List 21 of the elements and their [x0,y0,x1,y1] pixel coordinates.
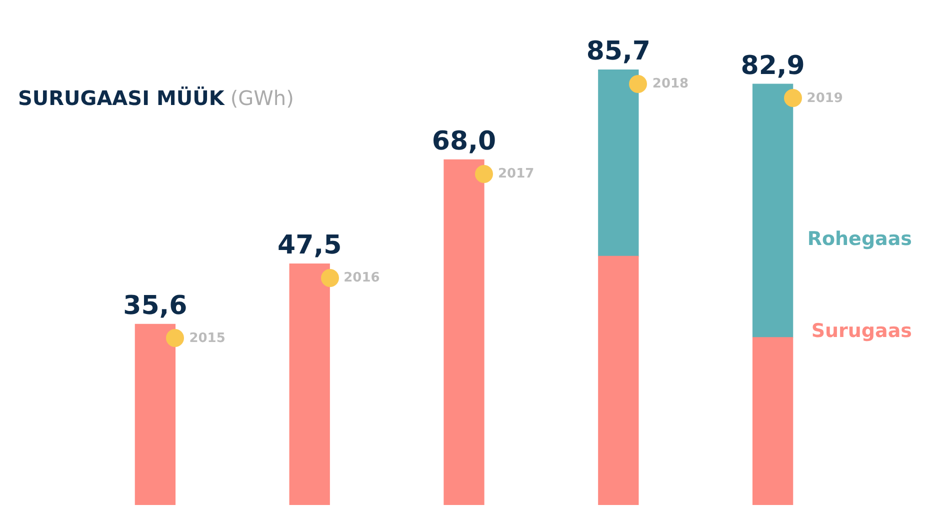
series-label: Surugaas [811,320,912,342]
bar [598,70,639,257]
x-tick-label: 2016 [344,270,380,286]
y-axis-title: (GWh) [230,86,294,110]
data-label: 68,0 [432,126,496,156]
bar [752,84,794,338]
bar [444,159,484,505]
total-label: 85,7 [586,36,650,67]
x-tick-label: 2015 [189,331,226,346]
x-tick-label: 2017 [498,166,534,182]
x-tick-label: 2019 [806,90,843,106]
x-tick-label: 2018 [652,76,689,92]
bar [289,263,330,505]
bar [752,337,794,505]
bar [134,324,176,505]
total-label: 82,9 [740,50,805,81]
series-label: Rohegaas [807,228,912,250]
data-label: 35,6 [123,290,188,321]
data-label: 47,5 [278,230,342,261]
bar [598,256,639,505]
text: SURUGAASI MÜÜK [18,86,224,110]
